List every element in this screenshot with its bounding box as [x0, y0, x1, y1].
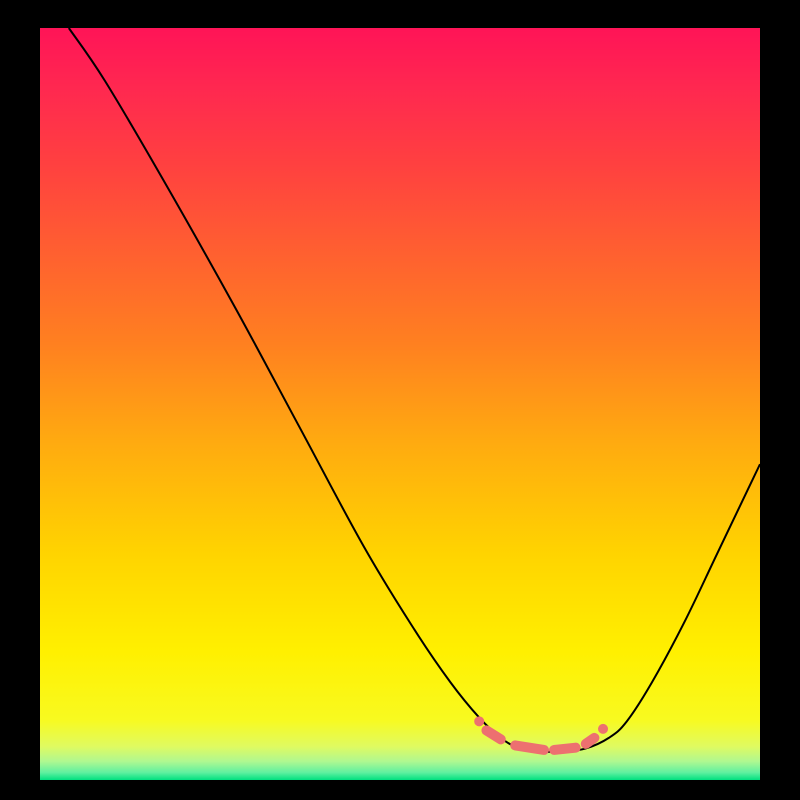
sweet-spot-dot: [598, 724, 608, 734]
sweet-spot-segment: [554, 748, 576, 750]
bottleneck-chart: TheBottleneck.com: [0, 0, 800, 800]
attribution-text: TheBottleneck.com: [612, 5, 796, 27]
sweet-spot-segment: [515, 745, 544, 750]
sweet-spot-dot: [474, 716, 484, 726]
sweet-spot-segment: [586, 738, 595, 744]
heatmap-background: [40, 28, 760, 780]
